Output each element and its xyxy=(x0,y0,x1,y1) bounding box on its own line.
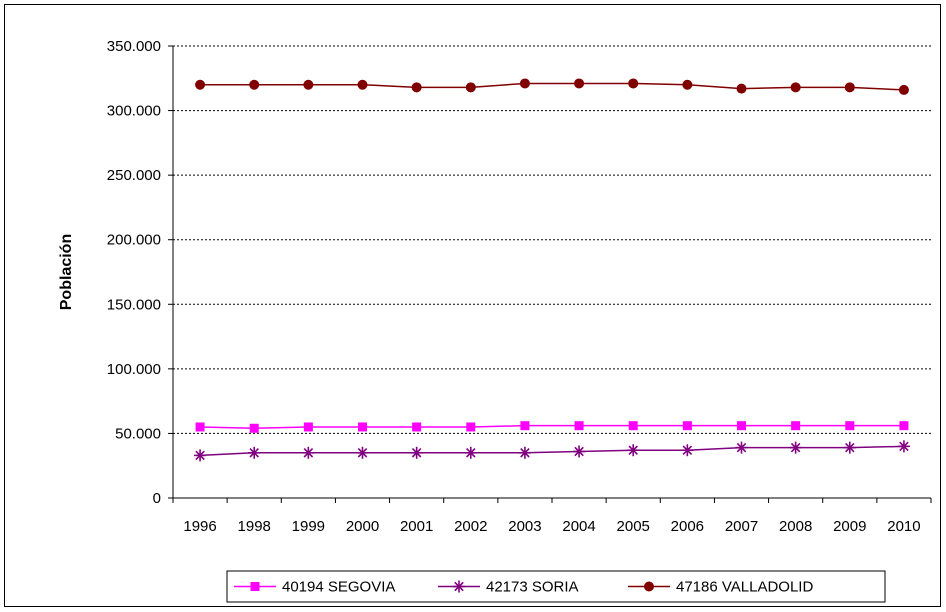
data-point xyxy=(303,422,313,432)
data-point xyxy=(410,446,423,459)
y-axis-title: Población xyxy=(58,234,75,310)
series-2 xyxy=(195,78,909,95)
series-0 xyxy=(195,421,909,433)
data-point xyxy=(249,79,260,90)
data-point xyxy=(194,449,207,462)
data-point xyxy=(518,446,531,459)
data-point xyxy=(789,441,802,454)
data-point xyxy=(844,82,855,93)
series-1 xyxy=(194,440,910,462)
data-point xyxy=(356,446,369,459)
data-point xyxy=(520,421,530,431)
line-chart: 0 50.000 100.000 150.000 200.000 250.000 300.0… xyxy=(58,38,932,603)
axes xyxy=(168,45,932,503)
legend-label: 42173 SORIA xyxy=(486,579,579,596)
data-point xyxy=(899,421,909,431)
data-point xyxy=(303,79,314,90)
data-point xyxy=(737,421,746,431)
legend-entry: 47186 VALLADOLID xyxy=(628,579,813,596)
data-point xyxy=(573,445,586,458)
data-point xyxy=(464,446,477,459)
x-tick-label: 1998 xyxy=(238,518,271,535)
series-line xyxy=(200,445,904,457)
data-point xyxy=(790,82,801,93)
x-tick-label: 2007 xyxy=(725,518,758,535)
x-tick-label: 2003 xyxy=(508,518,541,535)
x-tick-label: 2009 xyxy=(833,518,866,535)
gridlines xyxy=(173,45,931,434)
data-point xyxy=(628,78,639,89)
data-point xyxy=(249,423,259,433)
data-point xyxy=(250,582,260,591)
y-tick-label: 50.000 xyxy=(115,425,161,442)
data-point xyxy=(412,422,422,432)
data-point xyxy=(845,421,855,431)
data-point xyxy=(682,421,692,431)
series xyxy=(194,78,910,462)
data-point xyxy=(681,444,694,457)
data-point xyxy=(358,422,367,432)
data-point xyxy=(574,78,585,89)
x-tick-labels: 1996 1998 1999 2000 2001 2002 2003 2004 2005 2006… xyxy=(183,518,920,535)
x-tick-label: 2005 xyxy=(617,518,650,535)
data-point xyxy=(644,581,654,592)
data-point xyxy=(465,82,476,93)
data-point xyxy=(519,78,530,89)
x-tick-label: 1999 xyxy=(292,518,325,535)
data-point xyxy=(453,580,465,593)
y-tick-label: 300.000 xyxy=(107,103,161,120)
y-tick-label: 250.000 xyxy=(107,167,161,184)
legend-box xyxy=(226,570,886,603)
x-tick-label: 2010 xyxy=(887,518,920,535)
y-tick-label: 200.000 xyxy=(107,232,161,249)
data-point xyxy=(411,82,422,93)
legend-label: 40194 SEGOVIA xyxy=(282,579,395,596)
series-line xyxy=(200,424,904,430)
series-line xyxy=(200,82,904,91)
data-point xyxy=(195,79,206,90)
data-point xyxy=(736,83,747,94)
x-tick-label: 2000 xyxy=(346,518,379,535)
y-tick-label: 350.000 xyxy=(107,38,161,55)
y-tick-label: 0 xyxy=(153,490,161,507)
data-point xyxy=(898,84,909,95)
data-point xyxy=(791,421,801,431)
legend-label: 47186 VALLADOLID xyxy=(676,579,813,596)
y-tick-label: 150.000 xyxy=(107,296,161,313)
data-point xyxy=(843,441,856,454)
data-point xyxy=(627,444,640,457)
x-tick-label: 2006 xyxy=(671,518,704,535)
data-point xyxy=(248,446,261,459)
data-point xyxy=(628,421,638,431)
legend-entry: 42173 SORIA xyxy=(438,579,579,596)
data-point xyxy=(195,422,205,432)
data-point xyxy=(735,441,748,454)
y-tick-label: 100.000 xyxy=(107,361,161,378)
data-point xyxy=(302,446,315,459)
data-point xyxy=(682,79,693,90)
data-point xyxy=(466,422,476,432)
data-point xyxy=(357,79,368,90)
x-tick-label: 2001 xyxy=(400,518,433,535)
legend: 40194 SEGOVIA 42173 SORIA 47186 VALLADOLID xyxy=(226,570,886,603)
data-point xyxy=(897,440,910,453)
x-tick-label: 2008 xyxy=(779,518,812,535)
legend-entry: 40194 SEGOVIA xyxy=(234,579,395,596)
x-tick-label: 1996 xyxy=(183,518,216,535)
data-point xyxy=(574,421,584,431)
chart-frame: 0 50.000 100.000 150.000 200.000 250.000 300.0… xyxy=(4,4,941,607)
x-tick-label: 2002 xyxy=(454,518,487,535)
x-tick-label: 2004 xyxy=(562,518,595,535)
y-tick-labels: 0 50.000 100.000 150.000 200.000 250.000 300.0… xyxy=(107,38,161,507)
